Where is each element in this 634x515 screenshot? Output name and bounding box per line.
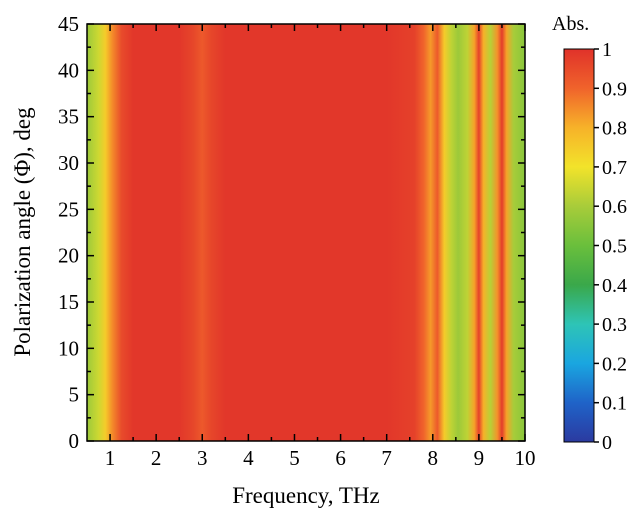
x-tick-label: 1 xyxy=(105,446,116,470)
x-axis-ticks: 1 2 3 4 5 6 7 8 9 10 xyxy=(105,24,536,470)
y-tick-label: 45 xyxy=(58,12,79,36)
x-tick-label: 10 xyxy=(515,446,536,470)
y-tick-label: 10 xyxy=(58,336,79,360)
y-tick-label: 35 xyxy=(58,105,79,129)
colorbar-tick-label: 0.7 xyxy=(602,157,627,179)
x-tick-label: 2 xyxy=(151,446,162,470)
colorbar-tick-label: 0.5 xyxy=(602,236,627,258)
colorbar-tick-label: 0.6 xyxy=(602,196,627,218)
x-tick-label: 8 xyxy=(428,446,439,470)
x-tick-label: 7 xyxy=(381,446,392,470)
y-tick-label: 5 xyxy=(69,383,80,407)
x-tick-label: 6 xyxy=(335,446,346,470)
colorbar-tick-label: 1 xyxy=(602,39,612,61)
y-tick-label: 20 xyxy=(58,244,79,268)
colorbar-tick-label: 0.3 xyxy=(602,314,627,336)
y-tick-label: 15 xyxy=(58,290,79,314)
colorbar-tick-label: 0.1 xyxy=(602,393,627,415)
y-tick-label: 30 xyxy=(58,151,79,175)
colorbar-title: Abs. xyxy=(552,13,589,35)
x-tick-label: 5 xyxy=(289,446,300,470)
colorbar-tick-label: 0.4 xyxy=(602,275,627,297)
y-tick-label: 0 xyxy=(69,429,80,453)
colorbar-tick-label: 0.9 xyxy=(602,78,627,100)
y-tick-label: 40 xyxy=(58,58,79,82)
y-axis-ticks: 0 5 10 15 20 25 30 35 40 45 xyxy=(58,12,525,453)
colorbar xyxy=(563,48,595,443)
colorbar-tick-label: 0 xyxy=(602,432,612,454)
colorbar-tick-label: 0.8 xyxy=(602,118,627,140)
y-axis-title: Polarization angle (Φ), deg xyxy=(10,107,35,357)
x-tick-label: 3 xyxy=(197,446,208,470)
x-tick-label: 9 xyxy=(474,446,485,470)
colorbar-ticks: 0 0.1 0.2 0.3 0.4 0.5 0.6 0.7 0.8 0.9 1 xyxy=(594,39,627,454)
x-tick-label: 4 xyxy=(243,446,254,470)
colorbar-tick-label: 0.2 xyxy=(602,353,627,375)
heatmap-area xyxy=(87,24,525,441)
y-tick-label: 25 xyxy=(58,197,79,221)
x-axis-title: Frequency, THz xyxy=(232,483,380,508)
